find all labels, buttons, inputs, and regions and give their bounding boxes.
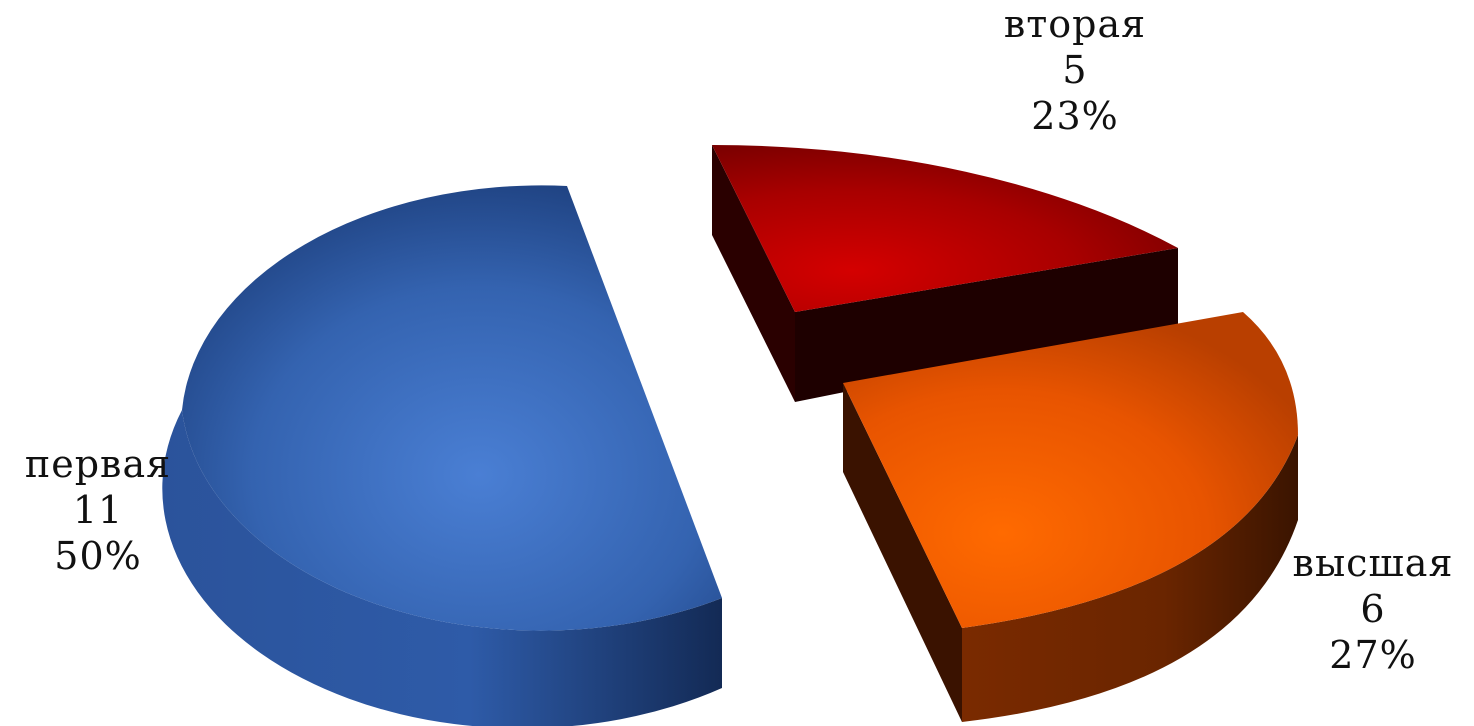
pie-slice-third-top — [843, 312, 1298, 628]
data-label-first-percent: 50% — [54, 534, 142, 578]
data-label-second: вторая 5 23% — [980, 1, 1170, 139]
data-label-third-value: 6 — [1360, 587, 1386, 631]
data-label-second-percent: 23% — [1031, 94, 1119, 138]
pie-slice-second-top — [712, 144, 1178, 312]
pie-slice-second — [712, 144, 1178, 402]
pie-slice-second-left-wall — [712, 145, 795, 402]
pie-slice-third-left-wall — [843, 383, 962, 722]
data-label-second-category: вторая — [1003, 2, 1147, 46]
data-label-third-category: высшая — [1292, 541, 1454, 585]
pie-slice-third-side — [962, 435, 1298, 722]
pie-slice-third — [843, 312, 1298, 722]
data-label-third-percent: 27% — [1329, 633, 1417, 677]
data-label-third: высшая 6 27% — [1276, 540, 1470, 678]
data-label-first: первая 11 50% — [8, 441, 188, 579]
pie-slice-first — [162, 185, 722, 726]
data-label-second-value: 5 — [1062, 48, 1088, 92]
data-label-first-category: первая — [24, 442, 172, 486]
pie-slice-first-top — [182, 185, 722, 631]
pie-slice-first-side — [162, 410, 722, 726]
data-label-first-value: 11 — [72, 488, 124, 532]
pie-slice-second-front-wall — [795, 248, 1178, 402]
